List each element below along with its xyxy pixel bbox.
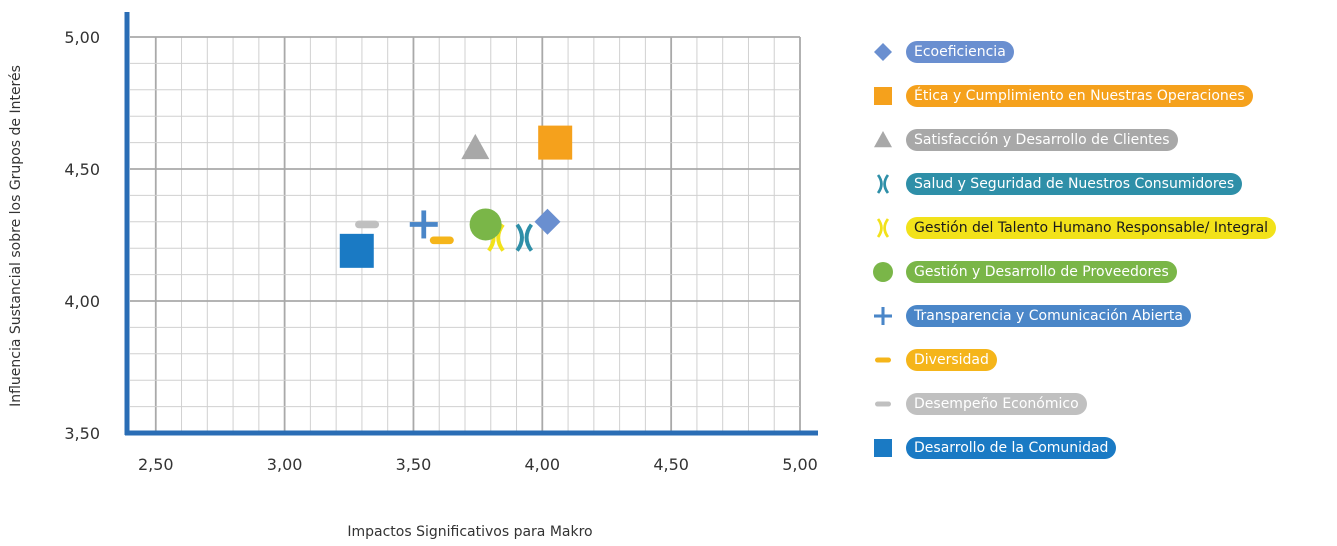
y-axis-title: Influencia Sustancial sobre los Grupos d…	[8, 65, 24, 407]
data-point	[515, 223, 534, 252]
y-tick-label: 4,00	[64, 292, 100, 311]
legend-item: Ecoeficiencia	[872, 40, 1014, 64]
legend-marker-icon	[874, 307, 892, 325]
legend-item: Gestión y Desarrollo de Proveedores	[872, 260, 1177, 284]
legend-label: Ecoeficiencia	[906, 41, 1014, 63]
x-tick-label: 4,00	[524, 455, 560, 474]
legend-label: Transparencia y Comunicación Abierta	[906, 305, 1191, 327]
legend-label: Gestión del Talento Humano Responsable/ …	[906, 217, 1277, 239]
x-tick-label: 2,50	[138, 455, 174, 474]
legend-item: Desarrollo de la Comunidad	[872, 436, 1117, 460]
legend-marker-icon	[874, 43, 892, 61]
x-tick-label: 3,50	[396, 455, 432, 474]
legend-marker-icon	[874, 439, 892, 457]
legend-item: Salud y Seguridad de Nuestros Consumidor…	[872, 172, 1243, 196]
legend-item: Gestión del Talento Humano Responsable/ …	[872, 216, 1277, 240]
legend-label: Diversidad	[906, 349, 997, 371]
legend-label: Satisfacción y Desarrollo de Clientes	[906, 129, 1178, 151]
legend-item: Desempeño Económico	[872, 392, 1087, 416]
data-point	[429, 236, 454, 245]
legend-marker-icon	[874, 131, 892, 148]
y-tick-label: 5,00	[64, 28, 100, 47]
x-axis-title: Impactos Significativos para Makro	[347, 524, 592, 540]
data-point	[409, 210, 438, 239]
legend-marker-icon	[873, 262, 893, 282]
scatter-chart: 2,50 3,00 3,50 4,00 4,50 5,00 3,50 4,00 4,50 5,00…	[8, 12, 818, 540]
y-tick-label: 3,50	[64, 424, 100, 443]
data-point	[534, 208, 561, 235]
x-tick-label: 3,00	[267, 455, 303, 474]
legend-marker-icon	[876, 174, 890, 194]
data-point	[538, 125, 573, 160]
legend-label: Salud y Seguridad de Nuestros Consumidor…	[906, 173, 1243, 195]
legend-marker-icon	[874, 87, 892, 105]
legend-item: Ética y Cumplimiento en Nuestras Operaci…	[872, 84, 1253, 108]
legend-label: Ética y Cumplimiento en Nuestras Operaci…	[906, 85, 1253, 107]
data-point	[355, 220, 380, 229]
legend-marker-icon	[876, 218, 890, 238]
legend-marker-icon	[875, 401, 891, 407]
legend-marker-icon	[875, 357, 891, 363]
data-point	[469, 208, 502, 241]
x-tick-label: 4,50	[653, 455, 689, 474]
legend-label: Desempeño Económico	[906, 393, 1087, 415]
y-tick-label: 4,50	[64, 160, 100, 179]
x-tick-label: 5,00	[782, 455, 818, 474]
data-point	[461, 133, 490, 160]
data-point	[339, 233, 374, 268]
legend-label: Desarrollo de la Comunidad	[906, 437, 1117, 459]
legend-item: Satisfacción y Desarrollo de Clientes	[872, 128, 1178, 152]
legend-item: Transparencia y Comunicación Abierta	[872, 304, 1191, 328]
legend-item: Diversidad	[872, 348, 997, 372]
legend-label: Gestión y Desarrollo de Proveedores	[906, 261, 1177, 283]
